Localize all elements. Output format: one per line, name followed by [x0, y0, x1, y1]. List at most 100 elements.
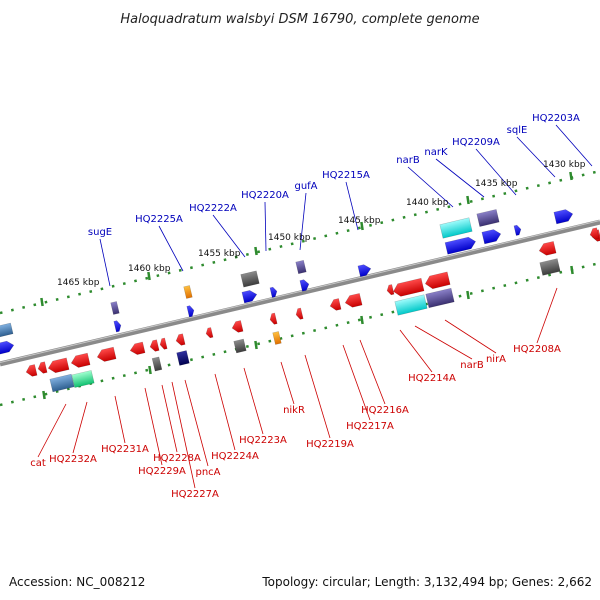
cds-forward	[357, 264, 372, 278]
cds-reverse	[269, 312, 278, 325]
cds-reverse	[329, 298, 342, 311]
cds-reverse	[393, 277, 425, 297]
cds-reverse	[70, 352, 91, 368]
cds-reverse	[538, 241, 557, 256]
gene-label-reverse: pncA	[195, 467, 220, 478]
cds-reverse	[149, 339, 160, 352]
gene-label-reverse: HQ2228A	[153, 453, 201, 464]
leader-line	[304, 354, 331, 439]
cds-reverse	[394, 294, 428, 316]
leader-line	[184, 379, 209, 467]
leader-line	[144, 387, 163, 466]
cds-forward	[0, 322, 14, 338]
genome-backbone	[0, 219, 600, 367]
cds-forward	[295, 259, 307, 275]
ruler-label: 1465 kbp	[57, 278, 100, 288]
gene-label-reverse: HQ2223A	[239, 435, 287, 446]
gene-label-reverse: HQ2214A	[408, 373, 456, 384]
cds-forward	[513, 224, 522, 236]
gene-label-forward: HQ2215A	[322, 170, 370, 181]
cds-reverse	[425, 287, 455, 309]
cds-reverse	[25, 364, 38, 377]
cds-reverse	[47, 357, 70, 374]
cds-forward	[186, 305, 195, 318]
cds-forward	[481, 229, 502, 245]
cds-forward	[439, 217, 473, 239]
cds-reverse	[49, 373, 75, 393]
gene-label-reverse: HQ2227A	[171, 489, 219, 500]
ruler-label: 1445 kbp	[338, 216, 381, 226]
gene-label-reverse: HQ2229A	[138, 466, 186, 477]
cds-reverse	[539, 258, 561, 276]
ruler-label: 1440 kbp	[406, 198, 449, 208]
gene-label-forward: HQ2209A	[452, 137, 500, 148]
cds-forward	[183, 285, 193, 299]
leader-line	[399, 329, 433, 373]
ruler-labels: 1465 kbp 1460 kbp 1455 kbp 1450 kbp 1445 kbp…	[57, 160, 586, 288]
gene-label-forward: HQ2225A	[135, 214, 183, 225]
cds-reverse	[233, 338, 247, 354]
cds-reverse	[295, 307, 304, 320]
cds-reverse	[272, 331, 282, 345]
leader-line	[342, 344, 371, 421]
gene-label-reverse: HQ2216A	[361, 405, 409, 416]
major-tick	[360, 315, 364, 325]
major-tick	[254, 246, 258, 256]
cds-forward	[553, 209, 574, 225]
major-tick	[42, 390, 46, 400]
cds-forward	[0, 340, 15, 355]
cds-reverse	[71, 370, 95, 388]
leader-line	[99, 238, 111, 287]
cds-reverse	[159, 337, 168, 350]
gene-label-forward: HQ2203A	[532, 113, 580, 124]
gene-label-reverse: nirA	[486, 354, 506, 365]
leader-line	[444, 319, 497, 354]
topology-text: Topology: circular; Length: 3,132,494 bp…	[261, 575, 592, 589]
cds-reverse	[589, 227, 600, 240]
gene-label-reverse: HQ2232A	[49, 454, 97, 465]
leader-line	[72, 401, 88, 454]
gene-label-forward: HQ2222A	[189, 203, 237, 214]
cds-forward	[240, 270, 260, 288]
gene-features	[0, 209, 600, 393]
cds-reverse	[205, 327, 214, 339]
leader-line	[345, 181, 359, 231]
gene-label-forward: sqlE	[507, 125, 528, 136]
leader-line	[435, 158, 485, 198]
cds-reverse	[37, 361, 48, 374]
major-tick	[40, 297, 44, 307]
leader-line	[414, 325, 473, 360]
major-tick	[466, 290, 470, 300]
cds-reverse	[176, 350, 190, 366]
gene-label-reverse: nikR	[283, 405, 305, 416]
gene-label-reverse: HQ2224A	[211, 451, 259, 462]
page-title: Haloquadratum walsbyi DSM 16790, complet…	[120, 12, 479, 27]
cds-forward	[269, 286, 278, 298]
cds-reverse	[386, 284, 395, 296]
leader-line	[158, 225, 184, 272]
cds-forward	[476, 209, 500, 227]
gene-label-forward: HQ2220A	[241, 190, 289, 201]
leader-line	[171, 381, 196, 489]
leader-line	[37, 403, 67, 458]
cds-reverse	[231, 320, 244, 333]
gene-label-reverse: cat	[30, 458, 46, 469]
gene-label-forward: sugE	[88, 227, 112, 238]
leader-line	[243, 367, 264, 435]
gene-label-forward: narK	[424, 147, 448, 158]
ruler-label: 1455 kbp	[198, 249, 241, 259]
accession-text: Accession: NC_008212	[9, 575, 145, 589]
leader-line	[114, 395, 126, 444]
cds-reverse	[424, 271, 451, 289]
ruler-ticks	[0, 169, 600, 407]
leader-line	[536, 287, 558, 344]
leader-line	[516, 136, 556, 178]
major-tick	[254, 340, 258, 350]
ruler-label: 1460 kbp	[128, 264, 171, 274]
leader-line	[299, 192, 307, 251]
ruler-label: 1430 kbp	[543, 160, 586, 170]
major-tick	[570, 265, 574, 275]
gene-label-reverse: HQ2208A	[513, 344, 561, 355]
cds-reverse	[96, 346, 117, 362]
